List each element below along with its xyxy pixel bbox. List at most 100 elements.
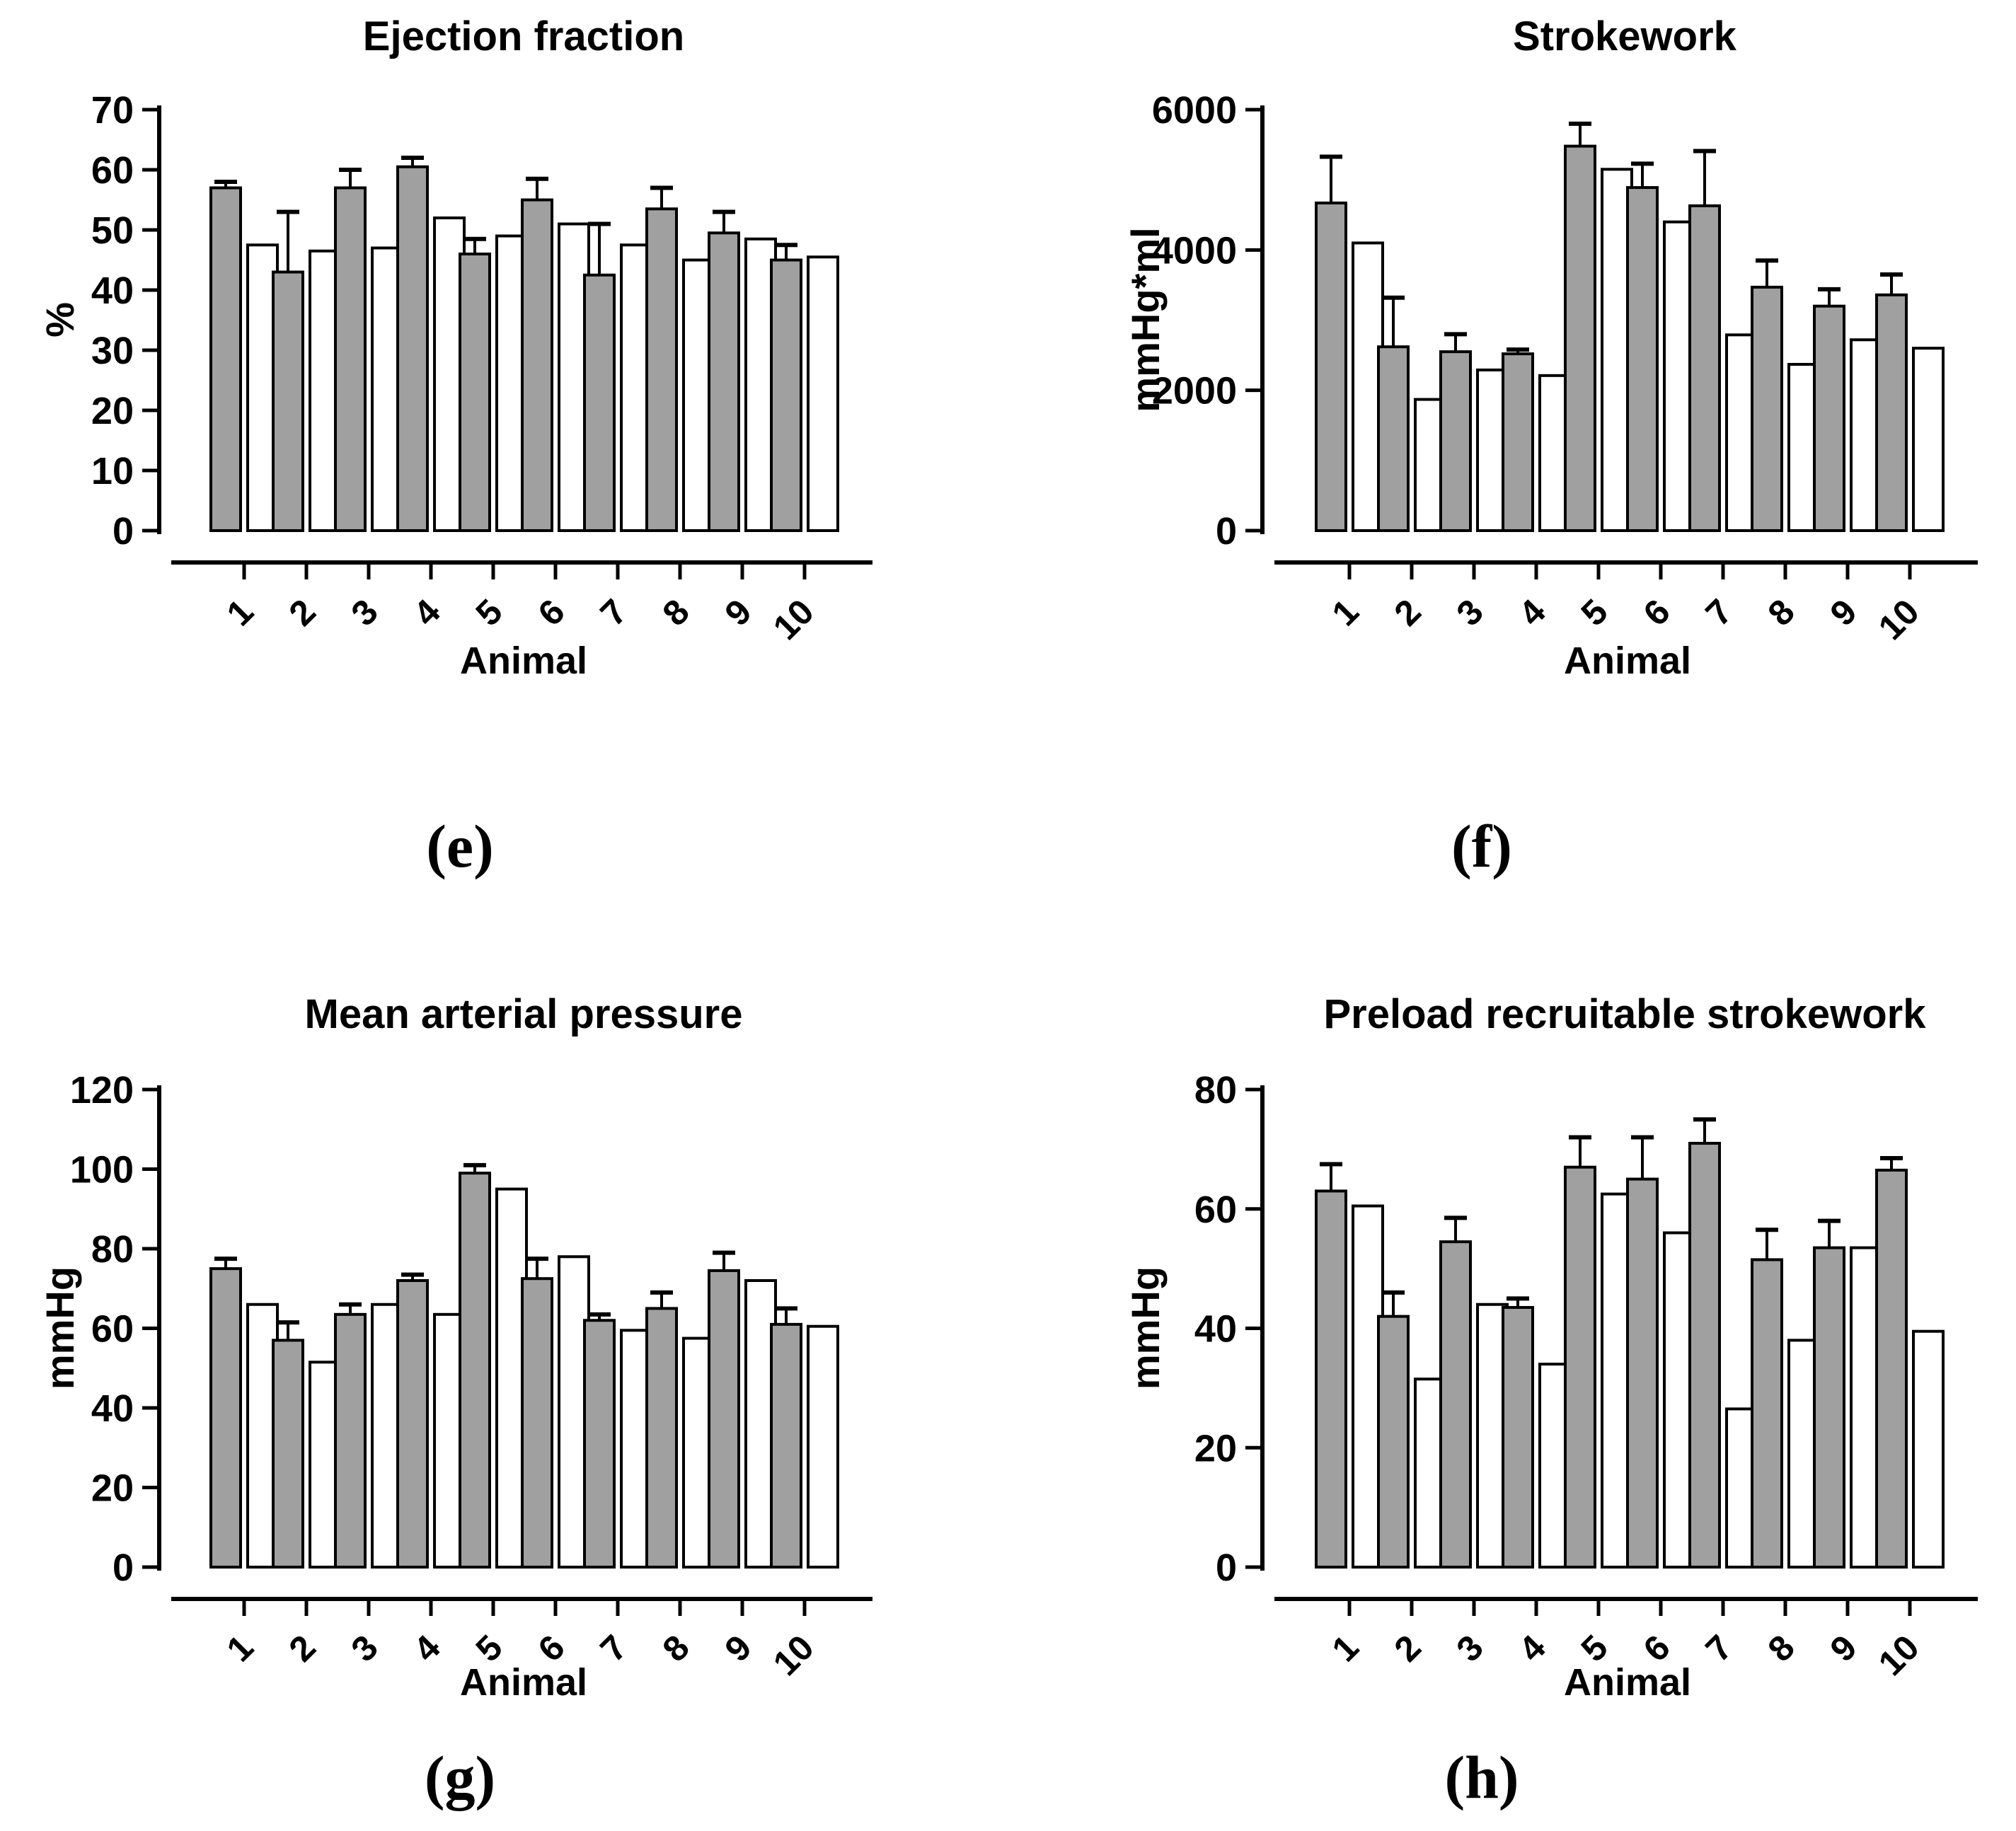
bar-filled-gray-animal-9 [708, 1269, 740, 1569]
bar-filled-gray-animal-8 [645, 207, 678, 532]
bar-filled-gray-animal-4 [1502, 1305, 1534, 1569]
x-tick-label: 9 [1823, 591, 1865, 633]
x-tick-label: 9 [718, 591, 759, 633]
y-axis-label: % [38, 302, 82, 337]
bar-open-white-animal-10 [1912, 1329, 1945, 1569]
y-tick-label: 50 [91, 209, 134, 252]
x-tick-label: 7 [1698, 591, 1740, 633]
bar-filled-gray-animal-7 [1688, 204, 1721, 532]
y-tick-label: 80 [1194, 1069, 1237, 1111]
x-axis-label: Animal [459, 640, 588, 682]
bar-filled-gray-animal-6 [521, 1277, 553, 1569]
y-axis-label: mmHg*ml [1123, 227, 1168, 412]
bar-filled-gray-animal-6 [521, 198, 553, 532]
y-tick-label: 0 [1216, 510, 1237, 553]
x-tick-label: 3 [1449, 591, 1491, 633]
y-tick-label: 0 [113, 1547, 134, 1589]
panel-strokework: 0 2000 4000 6000 1 2 3 4 5 6 7 8 9 10 Strokework mmHg… [1008, 0, 2016, 916]
x-tick-label: 6 [1636, 591, 1678, 633]
bar-filled-gray-animal-9 [708, 231, 740, 532]
panel-preload-recruitable-strokework: 0 20 40 60 80 1 2 3 4 5 6 7 8 9 10 Preload recruitable… [1008, 916, 2016, 1831]
x-tick-label: 4 [1511, 591, 1553, 633]
bar-filled-gray-animal-2 [272, 1339, 304, 1569]
panel-mean-arterial-pressure: 0 20 40 60 80 100 120 1 2 3 4 5 6 7 8 9 10 Mean arterial… [0, 916, 1008, 1831]
y-tick-label: 40 [1194, 1308, 1237, 1351]
y-tick-label: 40 [91, 1387, 134, 1430]
x-tick-label: 6 [531, 591, 572, 633]
bar-filled-gray-animal-3 [334, 186, 367, 532]
bar-filled-gray-animal-7 [583, 1319, 616, 1569]
bar-filled-gray-animal-5 [1564, 1165, 1596, 1569]
y-axis-label: mmHg [38, 1266, 82, 1390]
bar-filled-gray-animal-2 [1377, 1315, 1410, 1569]
y-tick-label: 70 [91, 89, 134, 132]
bar-filled-gray-animal-6 [1626, 1177, 1659, 1569]
panel-letter: (g) [424, 1743, 496, 1811]
bar-filled-gray-animal-1 [209, 186, 242, 532]
y-tick-label: 60 [91, 149, 134, 192]
y-axis-label: mmHg [1123, 1266, 1168, 1390]
bar-filled-gray-animal-4 [396, 1279, 429, 1569]
bar-filled-gray-animal-8 [1751, 1258, 1783, 1569]
y-tick-label: 60 [91, 1308, 134, 1351]
bar-filled-gray-animal-4 [396, 165, 429, 532]
x-axis-label: Animal [1563, 640, 1692, 682]
y-tick-label: 20 [91, 1467, 134, 1510]
bar-filled-gray-animal-8 [1751, 285, 1783, 532]
bar-filled-gray-animal-10 [1875, 293, 1908, 532]
y-tick-label: 30 [91, 330, 134, 372]
panel-ejection-fraction: 0 10 20 30 40 50 60 70 1 2 3 4 5 6 7 8 9 10 Ejection frac… [0, 0, 1008, 916]
bar-filled-gray-animal-10 [1875, 1168, 1908, 1569]
bar-filled-gray-animal-5 [1564, 144, 1596, 533]
bar-filled-gray-animal-4 [1502, 352, 1534, 532]
bar-filled-gray-animal-9 [1813, 1246, 1845, 1569]
bar-filled-gray-animal-1 [209, 1267, 242, 1569]
bar-open-white-animal-10 [1912, 347, 1945, 532]
x-tick-label: 1 [219, 591, 261, 633]
y-tick-label: 10 [91, 450, 134, 492]
bar-filled-gray-animal-5 [459, 253, 491, 532]
x-tick-label: 3 [344, 591, 386, 633]
y-tick-label: 0 [1216, 1547, 1237, 1589]
x-tick-label: 1 [1325, 591, 1366, 633]
chart-title: Strokework [1513, 13, 1736, 59]
x-tick-label: 5 [468, 591, 510, 633]
bar-filled-gray-animal-3 [1439, 350, 1472, 532]
y-tick-label: 4000 [1152, 229, 1237, 272]
y-tick-label: 60 [1194, 1189, 1237, 1231]
x-tick-label: 8 [1761, 591, 1802, 633]
y-tick-label: 100 [70, 1149, 134, 1191]
bar-filled-gray-animal-2 [272, 270, 304, 532]
panel-letter: (h) [1444, 1743, 1519, 1811]
bar-filled-gray-animal-3 [334, 1312, 367, 1569]
bar-filled-gray-animal-8 [645, 1307, 678, 1569]
chart-title: Preload recruitable strokework [1323, 991, 1926, 1037]
y-tick-label: 80 [91, 1228, 134, 1271]
bar-filled-gray-animal-9 [1813, 304, 1845, 532]
bar-filled-gray-animal-3 [1439, 1240, 1472, 1569]
chart-title: Mean arterial pressure [304, 991, 743, 1037]
x-axis-label: Animal [459, 1661, 588, 1704]
bar-filled-gray-animal-10 [770, 258, 802, 532]
bar-filled-gray-animal-1 [1315, 1189, 1347, 1569]
bar-open-white-animal-10 [807, 255, 839, 532]
y-tick-label: 2000 [1152, 370, 1237, 412]
y-tick-label: 120 [70, 1069, 134, 1111]
bar-filled-gray-animal-5 [459, 1172, 491, 1569]
x-tick-label: 2 [1387, 591, 1429, 633]
x-tick-label: 8 [655, 591, 697, 633]
x-tick-label: 7 [593, 591, 635, 633]
chart-title: Ejection fraction [362, 13, 685, 59]
bar-filled-gray-animal-2 [1377, 345, 1410, 532]
x-tick-label: 5 [1574, 591, 1615, 633]
bar-filled-gray-animal-7 [583, 273, 616, 532]
x-tick-label: 4 [406, 591, 448, 633]
panel-letter: (f) [1451, 812, 1512, 880]
bar-filled-gray-animal-1 [1315, 201, 1347, 532]
bar-filled-gray-animal-7 [1688, 1141, 1721, 1569]
